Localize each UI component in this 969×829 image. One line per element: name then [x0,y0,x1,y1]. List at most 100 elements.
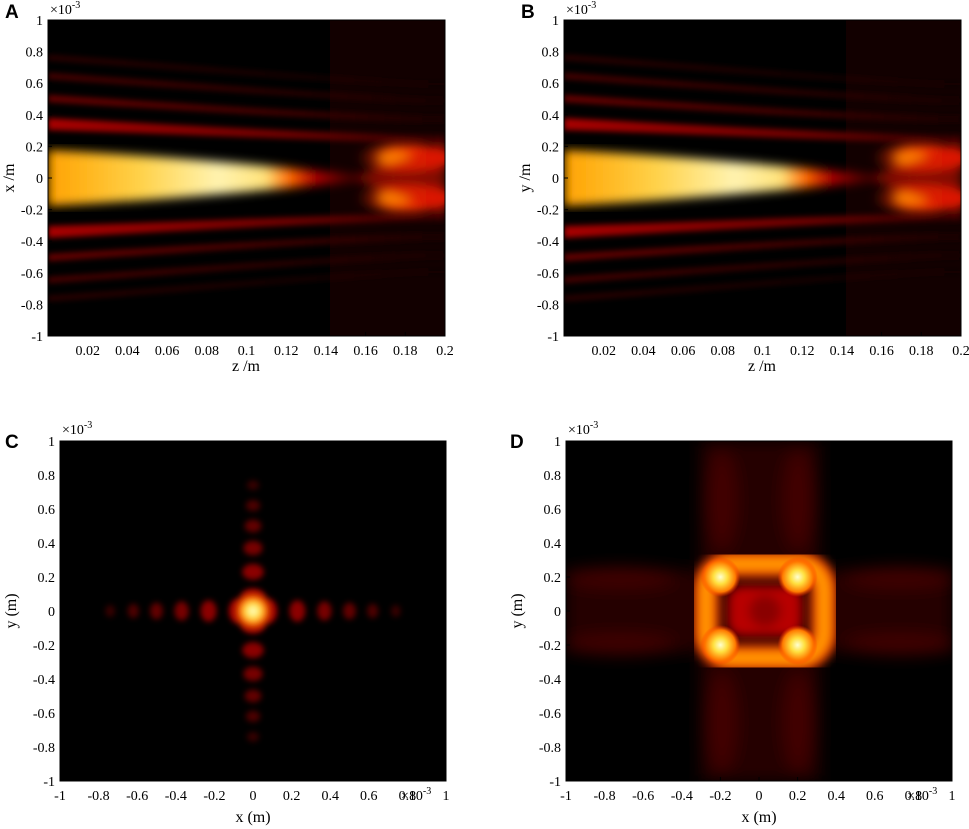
y-tick-label: -0.2 [539,639,561,654]
x-tick-label: -1 [560,789,572,804]
y-tick-label: 0 [552,172,559,187]
x-tick-label: 1 [949,789,956,804]
x-tick-label: 0.1 [238,344,256,359]
panel-a-label: A [5,2,19,23]
y-tick-label: 1 [554,435,561,450]
x-tick-label: 0.08 [195,344,220,359]
x-tick-label: 0.14 [830,344,855,359]
x-tick-label: 0.8 [399,789,417,804]
side-lobe [245,500,261,512]
panel-d: D ×10-3 [509,420,956,826]
x-tick-label: 0.02 [75,344,100,359]
panel-d-heatmap [566,441,952,781]
y-tick-label: 0 [36,172,43,187]
y-tick-label: 1 [48,435,55,450]
side-lobe [150,602,163,620]
y-tick-label: -0.6 [33,707,55,722]
x-tick-label: 0.04 [115,344,140,359]
corner-spot [777,557,818,597]
side-lobe [367,603,379,619]
y-tick-label: 0.4 [26,109,44,124]
y-tick-label: -0.4 [537,235,559,250]
y-tick-label: 0.2 [38,571,56,586]
x-tick-label: 0.12 [790,344,815,359]
x-tick-label: 0.4 [827,789,845,804]
x-tick-label: 0.6 [866,789,884,804]
x-tick-label: 0 [756,789,763,804]
x-tick-label: -0.8 [594,789,616,804]
y-tick-label: 0.6 [38,503,56,518]
y-tick-label: 0.4 [544,537,562,552]
y-tick-label: -0.6 [537,267,559,282]
x-tick-label: 1 [443,789,450,804]
side-lobe [289,600,306,622]
panel-a-y-exponent: ×10-3 [50,0,80,18]
y-tick-label: 1 [36,14,43,29]
y-tick-label: 0.6 [544,503,562,518]
y-tick-label: -0.4 [33,673,55,688]
corner-spot [700,625,741,665]
x-tick-label: 0.16 [353,344,378,359]
y-tick-label: -1 [549,775,561,790]
y-tick-label: 0.2 [26,140,44,155]
panel-c-y-exponent: ×10-3 [62,420,92,438]
corner-spot [777,625,818,665]
y-tick-label: 1 [552,14,559,29]
panel-d-ylabel: y (m) [509,593,526,628]
panel-c-axes: -1 -0.8 -0.6 -0.4 -0.2 0 0.2 0.4 0.6 0.8 1 1 0.8 0.6 0… [33,435,450,804]
side-lobe [391,605,401,617]
panel-b-heatmap [564,20,961,336]
side-lobe [105,605,115,617]
panel-a-axes: 0.02 0.04 0.06 0.08 0.1 0.12 0.14 0.16 0.18 0.2 1 0… [21,14,454,359]
side-lobe [247,732,259,742]
y-tick-label: -0.6 [21,267,43,282]
x-tick-label: -0.2 [203,789,225,804]
side-lobe [245,710,261,723]
panel-a: A ×10-3 [1,0,454,375]
panel-d-label: D [510,432,524,453]
y-tick-label: -0.2 [537,204,559,219]
y-tick-label: 0.8 [38,469,56,484]
x-tick-label: -1 [54,789,66,804]
x-tick-label: 0.2 [283,789,301,804]
y-tick-label: 0.8 [544,469,562,484]
panel-b-y-exponent: ×10-3 [566,0,596,18]
side-lobe [243,666,263,682]
side-lobe [243,540,263,556]
x-tick-label: 0.2 [436,344,454,359]
side-lobe [127,603,139,619]
x-tick-label: 0.16 [869,344,894,359]
panel-b: B ×10-3 [517,0,969,375]
y-tick-label: 0.2 [542,140,560,155]
side-lobe [200,600,217,622]
x-tick-label: 0.2 [789,789,807,804]
x-tick-label: 0.4 [321,789,339,804]
y-tick-label: 0 [554,605,561,620]
panel-c-ylabel: y (m) [3,593,20,628]
y-tick-label: 0.4 [542,109,560,124]
panel-c-label: C [5,432,19,453]
x-tick-label: 0.6 [360,789,378,804]
x-tick-label: 0.18 [909,344,934,359]
panel-b-ylabel: y /m [517,163,534,192]
y-tick-label: -0.8 [539,741,561,756]
panel-d-y-exponent: ×10-3 [568,420,598,438]
panel-b-axes: 0.02 0.04 0.06 0.08 0.1 0.12 0.14 0.16 0.18 0.2 1 0… [537,14,969,359]
panel-d-axes: -1 -0.8 -0.6 -0.4 -0.2 0 0.2 0.4 0.6 0.8 1 1 0.8 0.6 0… [539,435,956,804]
x-tick-label: 0.06 [671,344,696,359]
x-tick-label: 0.1 [754,344,772,359]
y-tick-label: 0.8 [26,46,44,61]
panel-a-ylabel: x /m [1,163,18,192]
x-tick-label: -0.4 [165,789,187,804]
y-tick-label: -0.4 [539,673,561,688]
y-tick-label: 0.4 [38,537,56,552]
side-lobe [247,480,259,491]
x-tick-label: -0.6 [126,789,148,804]
y-tick-label: -1 [43,775,55,790]
y-tick-label: -1 [547,330,559,345]
side-lobe [343,602,356,620]
panel-a-heatmap [48,20,445,336]
corner-spot [700,557,741,597]
y-tick-label: -0.4 [21,235,43,250]
